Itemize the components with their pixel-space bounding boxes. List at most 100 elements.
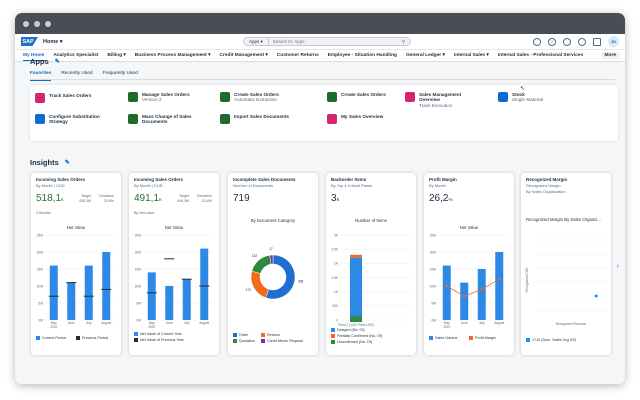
menu-item[interactable]: Customer Returns: [276, 53, 319, 58]
avatar[interactable]: JD: [608, 36, 619, 47]
bar[interactable]: [84, 265, 93, 320]
period-label: By Net value: [134, 211, 155, 215]
insight-card[interactable]: Backorder Items By Top 4 Critical Plants 3…: [326, 173, 416, 355]
line-point[interactable]: [463, 295, 466, 298]
legend-item[interactable]: Partially Confirmed (No. Of): [331, 334, 382, 338]
legend-item[interactable]: Net Value of Previous Year: [134, 338, 184, 342]
legend-item[interactable]: Profit Margin: [469, 336, 496, 340]
kpi-number: 719: [233, 193, 250, 204]
pie-slice[interactable]: [269, 254, 274, 265]
bar[interactable]: [350, 257, 362, 320]
legend-item[interactable]: Sales Volume: [429, 336, 458, 340]
edit-icon[interactable]: ✎: [54, 59, 60, 65]
app-tile-text: Import Sales Documents: [234, 114, 296, 119]
legend-swatch: [261, 333, 265, 337]
x-tick-label: June: [461, 321, 468, 325]
home-dropdown[interactable]: Home ▾: [43, 38, 63, 45]
menu-item[interactable]: Business Process Management ▾: [134, 53, 211, 58]
legend-item[interactable]: Unconfirmed (No. Of): [331, 340, 372, 344]
insight-card[interactable]: Profit Margin By Month 26,2% Net Value Sales…: [424, 173, 514, 355]
insight-card[interactable]: Incomplete Sales Documents Number of Docu…: [228, 173, 318, 355]
window-dot[interactable]: [45, 20, 51, 27]
app-tile[interactable]: Manage Sales Orders Version 2: [128, 92, 204, 103]
search-scope-label: Apps: [249, 39, 260, 44]
card-title: Recognized Margin: [526, 177, 568, 182]
data-label: 172: [245, 288, 251, 292]
bar[interactable]: [200, 248, 209, 320]
menu-item[interactable]: Internal Sales - Professional Services: [497, 53, 584, 58]
insight-card[interactable]: Recognized Margin Recognized Margin By Sal…: [521, 173, 611, 355]
edit-icon[interactable]: ✎: [64, 160, 70, 166]
chart-svg: 0 500 1K 1.5K 2K 2.5K 3K Plant 1 (1010 Plant US…: [331, 233, 410, 327]
line-point[interactable]: [498, 278, 501, 281]
menu-item[interactable]: Internal Sales ▾: [453, 53, 489, 58]
app-tile[interactable]: Create Sales Orders Automatic Extraction: [220, 92, 296, 103]
app-tile[interactable]: Mass Change of Sales Documents: [128, 114, 204, 125]
app-tile-text: Create Sales Orders: [341, 92, 403, 97]
legend-item[interactable]: Order: [233, 333, 248, 337]
window-dot[interactable]: [23, 20, 29, 27]
card-subtitle: Recognized Margin: [526, 183, 561, 188]
legend-label: Delayed (No. Of): [337, 328, 365, 332]
tab-favorites[interactable]: Favorites: [30, 71, 52, 81]
apps-grid-icon[interactable]: [593, 37, 601, 46]
legend-swatch: [134, 338, 138, 342]
app-tile[interactable]: Stock Single Material: [498, 92, 574, 103]
more-button[interactable]: More: [600, 52, 620, 59]
app-tile[interactable]: My Sales Overview: [327, 114, 403, 124]
app-tile[interactable]: Sales Management Overview Track Execution: [405, 92, 481, 108]
menu-item[interactable]: My Home: [23, 53, 45, 58]
bar[interactable]: [350, 316, 362, 322]
search-icon[interactable]: ⚲: [401, 38, 405, 44]
pie-slice[interactable]: [250, 270, 270, 299]
legend-item[interactable]: Current Period: [36, 336, 66, 340]
insight-card[interactable]: Incoming Sales Orders By Month | USD 518,1…: [31, 173, 121, 355]
scatter-point[interactable]: [594, 294, 598, 298]
legend-item[interactable]: Credit Memo Request: [261, 339, 303, 343]
legend-item[interactable]: Previous Period: [76, 336, 108, 340]
menu-item[interactable]: Analytics Specialist: [53, 53, 99, 58]
bell-icon[interactable]: [578, 37, 586, 46]
legend-item[interactable]: Delayed (No. Of): [331, 328, 365, 332]
bar[interactable]: [102, 252, 111, 320]
insight-card[interactable]: Incoming Sales Orders By Month | EUR 491,1…: [129, 173, 219, 355]
target-block: Target 405,3M: [177, 194, 189, 204]
sap-logo[interactable]: SAP: [21, 37, 38, 46]
window-dot[interactable]: [34, 20, 40, 27]
tab-frequently-used[interactable]: Frequently Used: [102, 71, 138, 76]
search-scope[interactable]: Apps ▾: [244, 38, 269, 45]
bar[interactable]: [147, 272, 156, 320]
legend-label: Profit Margin: [475, 336, 496, 340]
bar[interactable]: [182, 279, 191, 320]
menu-item[interactable]: Employee - Situation Handling: [327, 53, 397, 58]
tab-recently-used[interactable]: Recently Used: [61, 71, 93, 76]
legend-item[interactable]: Returns: [261, 333, 280, 337]
menu-item[interactable]: Credit Management ▾: [219, 53, 268, 58]
y-tick-label: 15M: [135, 267, 142, 271]
app-tile[interactable]: Import Sales Documents: [220, 114, 296, 124]
app-title: Create Sales Orders: [341, 92, 386, 97]
bar[interactable]: [165, 286, 174, 320]
search-input[interactable]: [268, 39, 402, 44]
line-point[interactable]: [480, 288, 483, 291]
line-point[interactable]: [445, 284, 448, 288]
menu-item[interactable]: Billing ▾: [107, 53, 126, 58]
menu-item[interactable]: General Ledger ▾: [405, 53, 445, 58]
app-tile[interactable]: Create Sales Orders: [327, 92, 403, 102]
bar[interactable]: [495, 252, 504, 320]
bar[interactable]: [460, 282, 469, 320]
bar[interactable]: [49, 265, 58, 320]
bar[interactable]: [67, 282, 76, 320]
legend-item[interactable]: Quotation: [233, 339, 255, 343]
legend-item[interactable]: Net Value of Current Year: [134, 332, 182, 336]
app-tile[interactable]: Track Sales Orders: [35, 93, 111, 103]
help-icon[interactable]: ?: [548, 37, 556, 46]
copilot-icon[interactable]: [533, 37, 541, 46]
bar[interactable]: [442, 265, 451, 320]
bar[interactable]: [350, 254, 362, 258]
bar[interactable]: [477, 269, 486, 320]
notification-icon[interactable]: [563, 37, 571, 46]
app-tile[interactable]: Configure Substitution Strategy: [35, 114, 111, 125]
legend-item[interactable]: 1710 (Dom. Sales Org US): [526, 338, 576, 342]
next-arrow-icon[interactable]: ›: [616, 263, 619, 270]
